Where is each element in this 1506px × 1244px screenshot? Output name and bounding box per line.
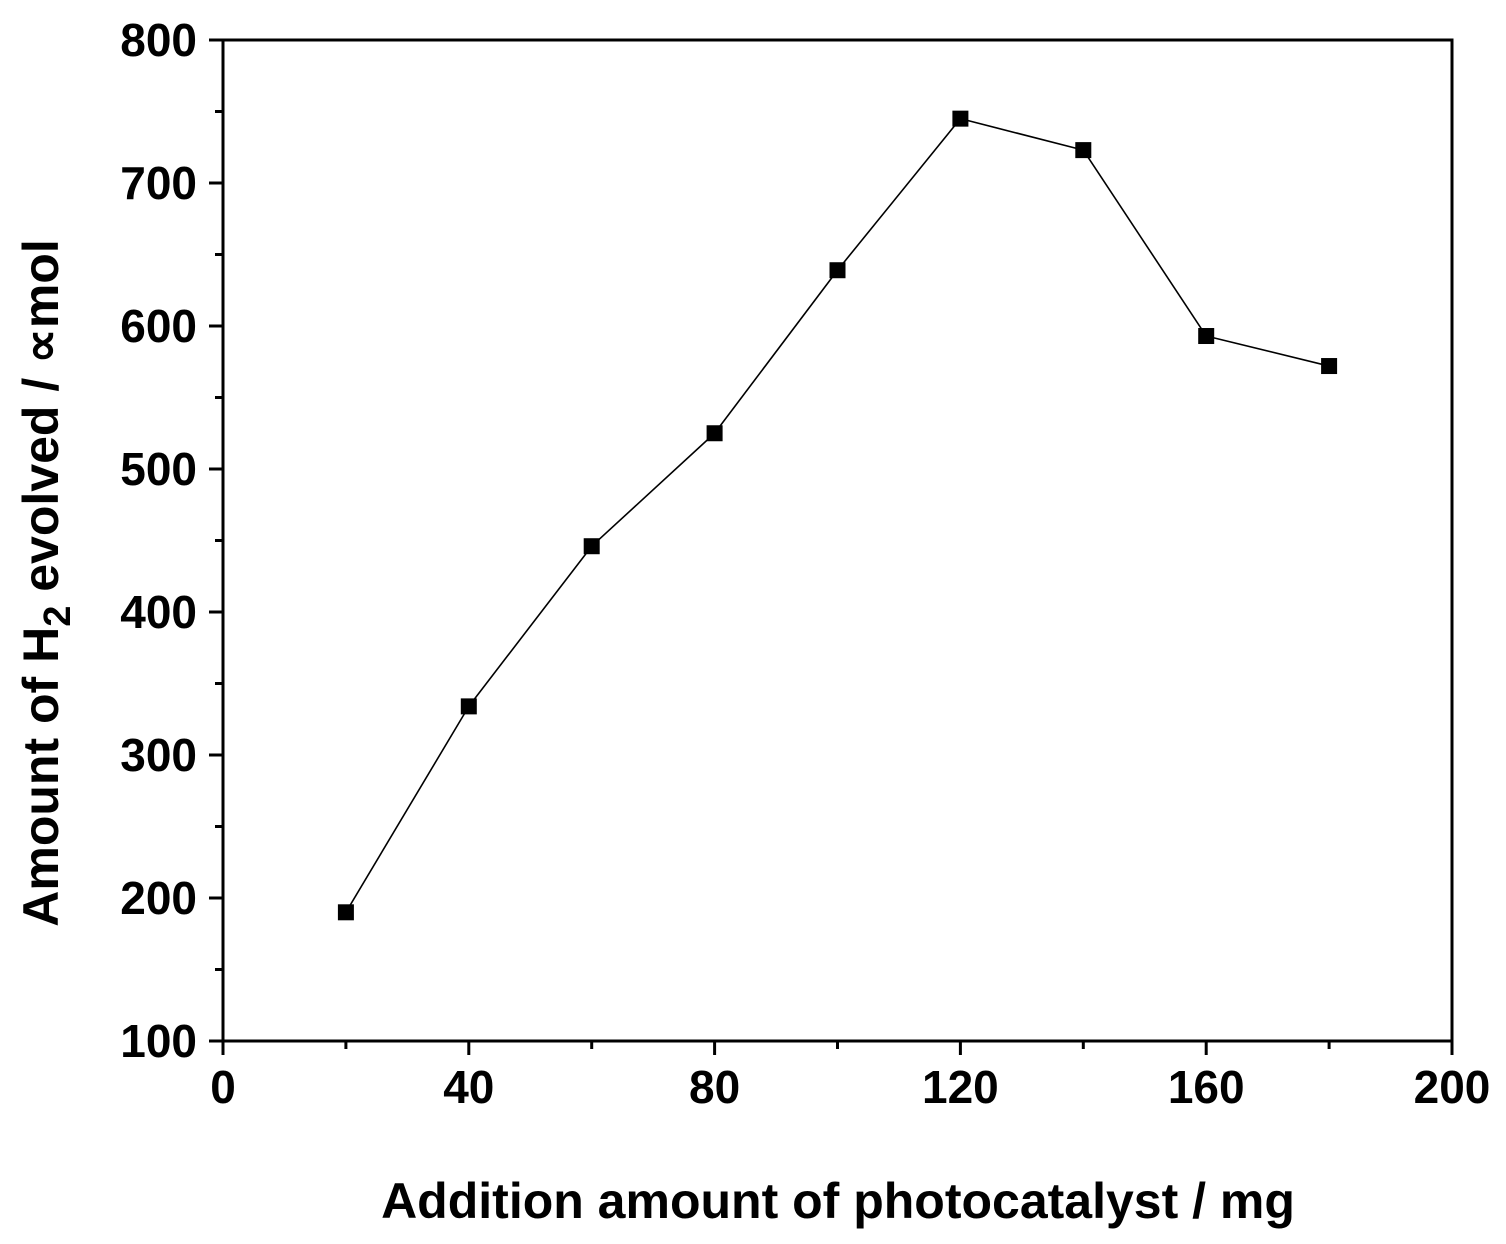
data-point: [583, 538, 600, 555]
data-point: [1075, 142, 1092, 159]
data-point: [1321, 358, 1338, 375]
x-tick-label: 40: [443, 1061, 494, 1113]
x-tick-label: 160: [1168, 1061, 1245, 1113]
y-tick-label: 300: [120, 729, 197, 781]
y-axis-label-suffix: evolved /: [13, 364, 69, 606]
y-tick-label: 400: [120, 586, 197, 638]
x-tick-label: 200: [1414, 1061, 1491, 1113]
x-tick-label: 80: [689, 1061, 740, 1113]
x-axis-label: Addition amount of photocatalyst / mg: [381, 1173, 1295, 1229]
y-axis-label-unit-symbol: ∝: [13, 328, 69, 364]
data-point: [706, 425, 723, 442]
series-line-segment: [713, 269, 839, 434]
y-tick-label: 800: [120, 14, 197, 66]
data-point: [952, 110, 969, 127]
y-tick-label: 700: [120, 157, 197, 209]
y-axis-label-unit: mol: [13, 239, 69, 328]
data-point: [1198, 328, 1215, 345]
y-tick-label: 600: [120, 300, 197, 352]
series-line-segment: [1206, 335, 1330, 367]
x-tick-label: 120: [922, 1061, 999, 1113]
x-tick-label: 0: [210, 1061, 236, 1113]
series-line-segment: [1082, 149, 1207, 337]
y-axis-label: Amount of H2 evolved / ∝mol: [13, 239, 79, 926]
data-point: [337, 904, 354, 921]
series-line-segment: [468, 545, 593, 707]
y-tick-label: 100: [120, 1015, 197, 1067]
data-point: [460, 698, 477, 715]
y-axis-label-subscript: 2: [37, 606, 79, 627]
series-line-segment: [345, 705, 470, 913]
axes-layer: [209, 38, 1454, 1055]
series-line-segment: [836, 118, 962, 271]
y-tick-label: 200: [120, 872, 197, 924]
data-point: [829, 262, 846, 279]
plot-frame: [221, 38, 1454, 1043]
y-axis-label-prefix: Amount of H: [13, 627, 69, 927]
series-line-layer: [345, 117, 1330, 913]
tick-label-layer: 0 40 80 120 160 200 100 200 300 400 500 600 700 800: [120, 14, 1490, 1113]
data-point-layer: [337, 110, 1338, 921]
y-tick-label: 500: [120, 443, 197, 495]
series-line-segment: [591, 432, 716, 547]
series-line-segment: [960, 117, 1084, 151]
